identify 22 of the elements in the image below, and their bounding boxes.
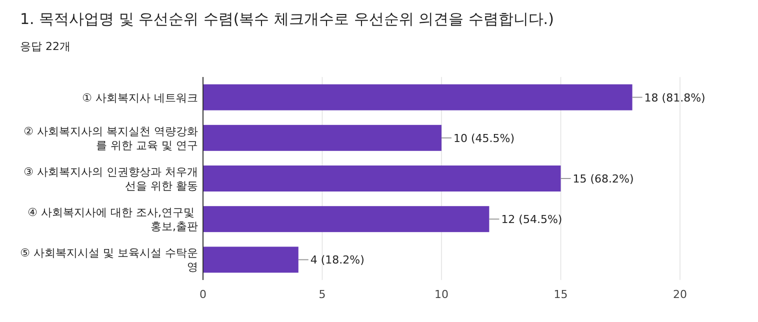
bar <box>203 246 298 273</box>
x-tick-label: 5 <box>318 288 326 301</box>
bar <box>203 206 490 232</box>
chart-title: 1. 목적사업명 및 우선순위 수렴(복수 체크개수로 우선순위 의견을 수렴합니다.) <box>20 10 554 28</box>
x-tick-label: 20 <box>673 288 687 301</box>
text: 응답 22개 <box>20 40 70 53</box>
x-tick-label: 15 <box>554 288 568 301</box>
data-label: 4 (18.2%) <box>310 254 364 267</box>
x-tick-label: 0 <box>200 288 206 301</box>
bar <box>203 84 632 110</box>
data-label: 15 (68.2%) <box>572 172 634 186</box>
y-tick-label: ① 사회복지사 네트워크 <box>82 91 198 104</box>
y-tick-label: ⑤ 사회복지시설 및 보육시설 수탁운영 <box>20 246 198 274</box>
bar <box>203 124 442 151</box>
y-tick-label: ③ 사회복지사의 인권향상과 처우개선을 위한 활동 <box>24 166 198 192</box>
y-tick-label: ② 사회복지사의 복지실천 역량강화를 위한 교육 및 연구 <box>24 124 198 152</box>
x-tick-label: 10 <box>434 288 448 301</box>
bar <box>203 166 561 192</box>
data-label: 18 (81.8%) <box>644 91 706 104</box>
y-tick-label: ④ 사회복지사에 대한 조사,연구및 홍보,출판 <box>28 206 198 234</box>
data-label: 10 (45.5%) <box>454 132 515 145</box>
data-label: 12 (54.5%) <box>501 213 562 226</box>
